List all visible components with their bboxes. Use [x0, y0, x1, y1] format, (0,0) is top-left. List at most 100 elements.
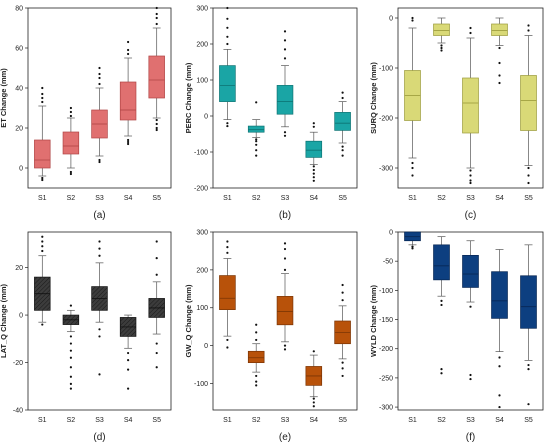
outlier-point [255, 140, 258, 143]
box-perc-s1 [219, 6, 236, 128]
box-et-s2 [62, 106, 80, 176]
box-perc-s5 [334, 91, 351, 157]
x-tick-label-perc-s4: S4 [310, 195, 319, 202]
outlier-point [69, 382, 72, 385]
y-tick-label-gwq-0: -100 [194, 381, 208, 388]
outlier-point [312, 350, 315, 353]
outlier-point [41, 245, 44, 248]
y-axis-label-surq: SURQ Change (mm) [369, 62, 378, 134]
box-iqr [119, 81, 137, 121]
outlier-point [312, 125, 315, 128]
outlier-point [255, 149, 258, 152]
x-tick-label-gwq-s3: S3 [281, 417, 290, 424]
panel-latq: -40 -20 0 20 LAT_Q Change (mm) S1 S2 S3 S4 S5 (d) [0, 231, 172, 443]
outlier-point [440, 299, 443, 302]
x-tick-label-wyld-s2: S2 [437, 417, 446, 424]
x-tick-label-surq-s2: S2 [437, 195, 446, 202]
y-axis-label-gwq: GW_Q Change (mm) [184, 284, 193, 357]
y-axis-label-latq: LAT_Q Change (mm) [0, 283, 8, 358]
y-tick-label-wyld-1: -250 [379, 375, 393, 382]
outlier-point [98, 72, 101, 76]
plot-frame-et [27, 7, 172, 189]
outlier-point [127, 140, 130, 144]
box-iqr [148, 55, 165, 99]
panel-wyld: -300 -250 -200 -150 -100 -50 0 WYLD Change (mm)… [369, 230, 544, 443]
box-et-s5 [148, 6, 165, 132]
outlier-point [127, 52, 130, 56]
box-iqr [219, 275, 236, 310]
outlier-point [527, 174, 530, 177]
outlier-point [98, 247, 101, 250]
outlier-point [41, 92, 44, 96]
outlier-point [226, 124, 229, 128]
outlier-point [127, 138, 130, 142]
outlier-point [98, 328, 101, 331]
box-iqr [491, 23, 508, 36]
outlier-point [127, 368, 130, 371]
outlier-point [469, 377, 472, 381]
outlier-point [69, 342, 72, 345]
y-tick-label-surq-2: -100 [379, 66, 393, 73]
outlier-point [226, 42, 229, 46]
x-tick-label-surq-s4: S4 [495, 195, 504, 202]
y-tick-label-perc-1: -100 [194, 150, 208, 157]
x-tick-label-surq-s3: S3 [466, 195, 475, 202]
box-iqr [433, 244, 450, 281]
box-surq-s2 [433, 17, 450, 52]
outlier-point [527, 24, 530, 27]
outlier-point [341, 154, 344, 157]
x-tick-label-gwq-s5: S5 [338, 417, 347, 424]
x-tick-label-perc-s2: S2 [252, 195, 261, 202]
outlier-point [341, 299, 344, 302]
outlier-point [69, 366, 72, 369]
box-surq-s5 [520, 24, 537, 185]
y-axis-label-perc: PERC Change (mm) [184, 62, 193, 133]
outlier-point [498, 405, 501, 409]
box-et-s1 [34, 86, 51, 182]
box-wyld-s4 [491, 249, 508, 409]
box-surq-s1 [404, 16, 421, 177]
x-tick-label-wyld-s5: S5 [524, 417, 533, 424]
outlier-point [155, 16, 158, 20]
outlier-point [341, 91, 344, 94]
outlier-point [69, 375, 72, 378]
panel-label-surq: (c) [465, 210, 477, 221]
y-tick-label-latq-3: 20 [15, 265, 23, 272]
panel-et: 0 20 40 60 80 ET Change (mm) S1 S2 S3 S4 S5 (a) [0, 6, 172, 221]
y-tick-label-gwq-4: 300 [196, 230, 208, 237]
outlier-point [155, 240, 158, 243]
outlier-point [41, 100, 44, 104]
outlier-point [41, 240, 44, 243]
outlier-point [440, 44, 443, 47]
outlier-point [312, 405, 315, 408]
outlier-point [69, 170, 72, 174]
box-gwq-s2 [247, 323, 265, 387]
outlier-point [411, 161, 414, 165]
y-tick-label-surq-0: -300 [379, 166, 393, 173]
y-tick-label-perc-0: -200 [194, 186, 208, 193]
plot-frame-perc [212, 7, 358, 189]
box-et-s4 [119, 40, 137, 146]
outlier-point [155, 118, 158, 122]
outlier-point [226, 26, 229, 29]
y-tick-label-wyld-3: -150 [379, 317, 393, 324]
outlier-point [155, 128, 158, 132]
outlier-point [312, 179, 315, 182]
outlier-point [440, 368, 443, 371]
y-tick-label-wyld-2: -200 [379, 346, 393, 353]
outlier-point [127, 40, 130, 44]
box-wyld-s1 [404, 231, 421, 250]
y-tick-label-perc-4: 200 [196, 42, 208, 49]
box-iqr [219, 65, 236, 102]
y-tick-label-et-3: 60 [15, 46, 23, 53]
y-tick-label-wyld-6: 0 [389, 230, 393, 237]
outlier-point [469, 174, 472, 177]
box-perc-s4 [305, 122, 323, 182]
outlier-point [440, 46, 443, 50]
x-tick-label-latq-s1: S1 [38, 417, 47, 424]
outlier-point [341, 291, 344, 294]
x-tick-label-et-s2: S2 [67, 195, 76, 202]
y-tick-label-surq-1: -200 [379, 116, 393, 123]
outlier-point [226, 246, 229, 249]
outlier-point [41, 96, 44, 100]
